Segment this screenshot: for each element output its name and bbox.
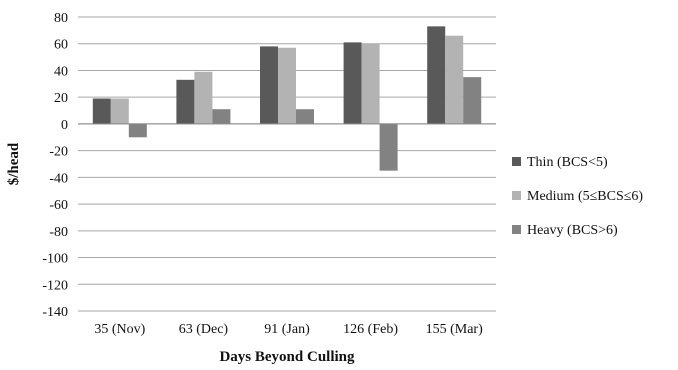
y-tick-label: -120 [42,278,68,293]
y-tick-label: -80 [49,225,68,240]
bar [194,71,213,124]
bar [92,98,111,124]
y-tick-label: -40 [49,171,68,186]
bar [296,109,314,124]
y-tick-label: -100 [42,252,68,267]
y-tick-label: -140 [42,305,68,320]
bar [110,98,129,124]
x-tick-label: 126 (Feb) [343,322,398,337]
y-tick-label: 0 [61,118,68,133]
bars [92,26,482,171]
bar [212,109,231,124]
y-tick-label: -20 [49,145,68,160]
x-tick-label: 91 (Jan) [264,322,310,337]
y-tick-label: 80 [54,11,68,26]
x-axis-title: Days Beyond Culling [219,349,355,365]
bar [343,42,362,124]
legend: Thin (BCS<5) Medium (5≤BCS≤6) Heavy (BCS>6… [512,155,643,238]
bar [445,35,464,124]
y-tick-label: 40 [54,64,68,79]
legend-label: Thin (BCS<5) [527,155,608,170]
bar [361,43,380,124]
bar [427,26,446,124]
y-tick-label: -60 [49,198,68,213]
y-tick-label: 20 [54,91,68,106]
y-axis-ticks: 80 60 40 20 0 -20 -40 -60 -80 -100 -120 -140 [42,11,68,320]
y-axis-title: $/head [6,142,22,185]
legend-label: Medium (5≤BCS≤6) [527,189,643,204]
y-tick-label: 60 [54,38,68,53]
legend-swatch [512,157,521,166]
x-tick-label: 155 (Mar) [426,322,483,337]
legend-swatch [512,191,521,200]
bar [260,46,278,124]
x-axis-ticks: 35 (Nov) 63 (Dec) 91 (Jan) 126 (Feb) 155 (Ma… [94,322,483,337]
bar [463,77,482,124]
x-tick-label: 63 (Dec) [179,322,229,337]
bar [176,79,195,124]
legend-swatch [512,225,521,234]
bar [379,123,398,171]
bar [128,123,147,138]
legend-label: Heavy (BCS>6) [527,223,618,238]
x-tick-label: 35 (Nov) [94,322,145,337]
bar [278,47,296,124]
